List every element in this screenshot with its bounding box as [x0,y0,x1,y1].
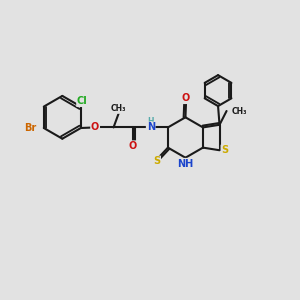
Text: H: H [147,117,154,126]
Text: Br: Br [24,123,36,133]
Text: CH₃: CH₃ [111,104,127,113]
Text: O: O [129,141,137,151]
Text: O: O [91,122,99,132]
Text: O: O [182,93,190,103]
Text: N: N [147,122,155,132]
Text: S: S [221,145,229,155]
Text: NH: NH [177,159,194,169]
Text: S: S [153,156,160,166]
Text: Cl: Cl [77,96,88,106]
Text: CH₃: CH₃ [232,106,248,116]
